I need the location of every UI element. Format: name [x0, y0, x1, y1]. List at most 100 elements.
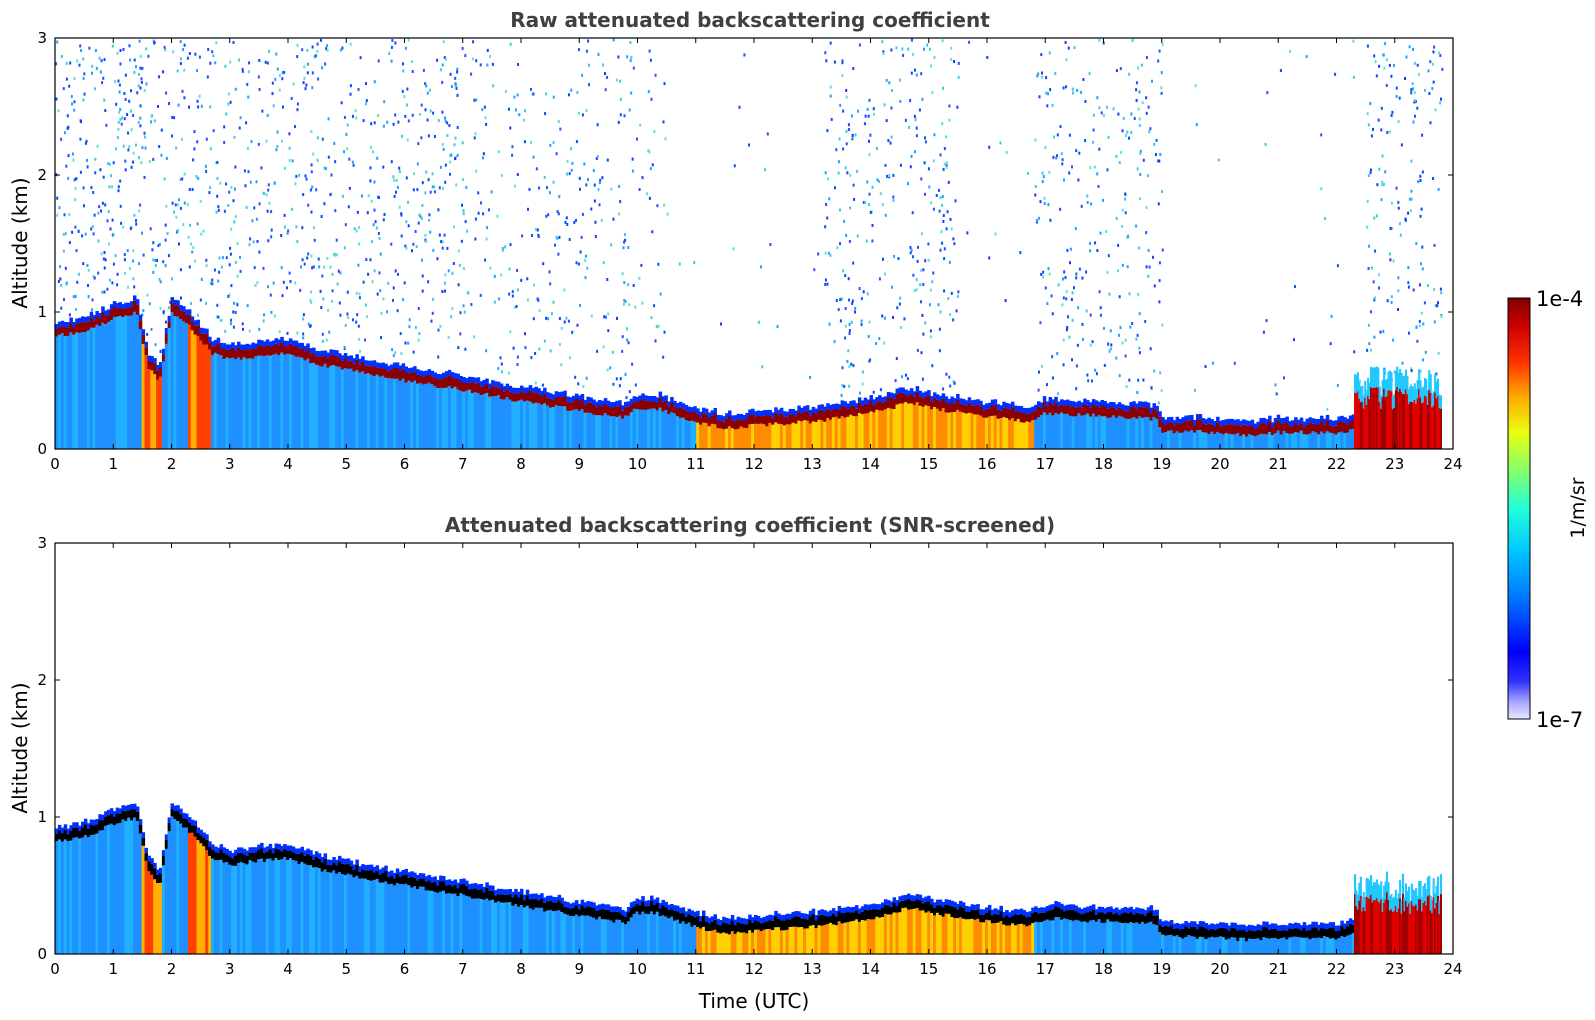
- aerosol-column: [1273, 433, 1278, 449]
- noise-pixel: [1266, 91, 1269, 95]
- cloud-core: [228, 350, 232, 359]
- cloud-edge: [739, 413, 743, 420]
- noise-pixel: [190, 242, 192, 246]
- noise-pixel: [186, 203, 189, 207]
- cloud-core: [1132, 914, 1136, 924]
- cloud-edge: [754, 915, 758, 921]
- cloud-core: [153, 363, 157, 375]
- plume-top: [1429, 374, 1432, 393]
- noise-pixel: [216, 315, 218, 319]
- noise-pixel: [101, 81, 104, 85]
- aerosol-column: [1152, 417, 1156, 449]
- cloud-edge: [673, 905, 677, 911]
- noise-pixel: [545, 316, 548, 320]
- cloud-edge: [849, 907, 853, 913]
- cloud-edge: [306, 848, 310, 855]
- noise-pixel: [234, 187, 236, 191]
- noise-pixel: [647, 90, 650, 94]
- cloud-edge: [719, 415, 723, 421]
- noise-pixel: [950, 46, 953, 50]
- noise-pixel: [157, 244, 160, 248]
- cloud-core: [771, 920, 775, 931]
- noise-pixel: [933, 133, 936, 137]
- noise-pixel: [485, 122, 488, 126]
- aerosol-column: [407, 380, 411, 449]
- cloud-core: [83, 322, 88, 333]
- aerosol-column: [609, 416, 613, 449]
- noise-pixel: [639, 123, 642, 127]
- cloud-core: [860, 405, 865, 415]
- noise-pixel: [472, 40, 475, 44]
- noise-pixel: [1005, 151, 1008, 154]
- noise-pixel: [404, 46, 407, 50]
- plume-core: [1402, 394, 1405, 449]
- noise-pixel: [901, 375, 903, 379]
- noise-pixel: [538, 347, 541, 351]
- cloud-core: [592, 907, 596, 918]
- cloud-core: [1181, 928, 1185, 939]
- noise-pixel: [1071, 291, 1074, 295]
- noise-pixel: [383, 100, 386, 104]
- aerosol-column: [1129, 418, 1133, 449]
- aerosol-column: [291, 355, 296, 449]
- cloud-core: [612, 912, 616, 923]
- noise-pixel: [928, 47, 931, 51]
- cloud-core: [384, 369, 388, 378]
- noise-pixel: [890, 135, 893, 139]
- noise-pixel: [196, 313, 199, 317]
- noise-pixel: [1370, 134, 1373, 138]
- noise-pixel: [68, 213, 71, 217]
- cloud-edge: [283, 340, 287, 347]
- aerosol-column: [1175, 935, 1180, 954]
- noise-pixel: [944, 135, 947, 139]
- cloud-core: [1279, 423, 1284, 435]
- cloud-edge: [372, 866, 377, 873]
- cloud-edge: [1034, 906, 1038, 912]
- aerosol-column: [930, 409, 934, 449]
- cloud-edge: [343, 858, 348, 865]
- cloud-core: [164, 839, 169, 849]
- cloud-core: [967, 402, 972, 413]
- cloud-edge: [465, 378, 469, 384]
- noise-pixel: [1036, 74, 1039, 78]
- aerosol-column: [1019, 422, 1024, 449]
- cloud-edge: [1320, 415, 1324, 422]
- noise-pixel: [132, 277, 135, 281]
- noise-pixel: [407, 224, 410, 228]
- noise-pixel: [1390, 114, 1393, 117]
- noise-pixel: [1437, 351, 1440, 355]
- noise-pixel: [159, 350, 162, 353]
- noise-pixel: [1373, 296, 1376, 300]
- cloud-core: [101, 820, 105, 831]
- cloud-core: [982, 410, 986, 418]
- cloud-core: [121, 309, 125, 317]
- cloud-core: [1210, 424, 1214, 432]
- cloud-core: [95, 316, 99, 325]
- cloud-edge: [364, 360, 368, 366]
- noise-pixel: [1352, 75, 1355, 79]
- noise-pixel: [933, 56, 936, 59]
- noise-pixel: [1089, 166, 1092, 170]
- aerosol-column: [1198, 430, 1203, 449]
- noise-pixel: [112, 262, 115, 266]
- cloud-edge: [346, 355, 351, 362]
- cloud-core: [1187, 420, 1191, 432]
- noise-pixel: [86, 165, 89, 169]
- cloud-core: [496, 894, 501, 902]
- cloud-edge: [127, 804, 131, 811]
- cloud-edge: [751, 408, 755, 415]
- noise-pixel: [1103, 326, 1105, 330]
- noise-pixel: [1138, 117, 1141, 121]
- noise-pixel: [1149, 127, 1152, 131]
- aerosol-column: [1045, 919, 1050, 954]
- cloud-edge: [782, 411, 787, 417]
- cloud-core: [690, 915, 694, 927]
- noise-pixel: [451, 271, 454, 275]
- aerosol-column: [121, 819, 125, 954]
- noise-pixel: [446, 246, 449, 250]
- cloud-edge: [245, 850, 250, 857]
- cloud-edge: [548, 393, 553, 399]
- cloud-edge: [811, 908, 816, 915]
- noise-pixel: [868, 153, 871, 157]
- cloud-edge: [560, 391, 564, 398]
